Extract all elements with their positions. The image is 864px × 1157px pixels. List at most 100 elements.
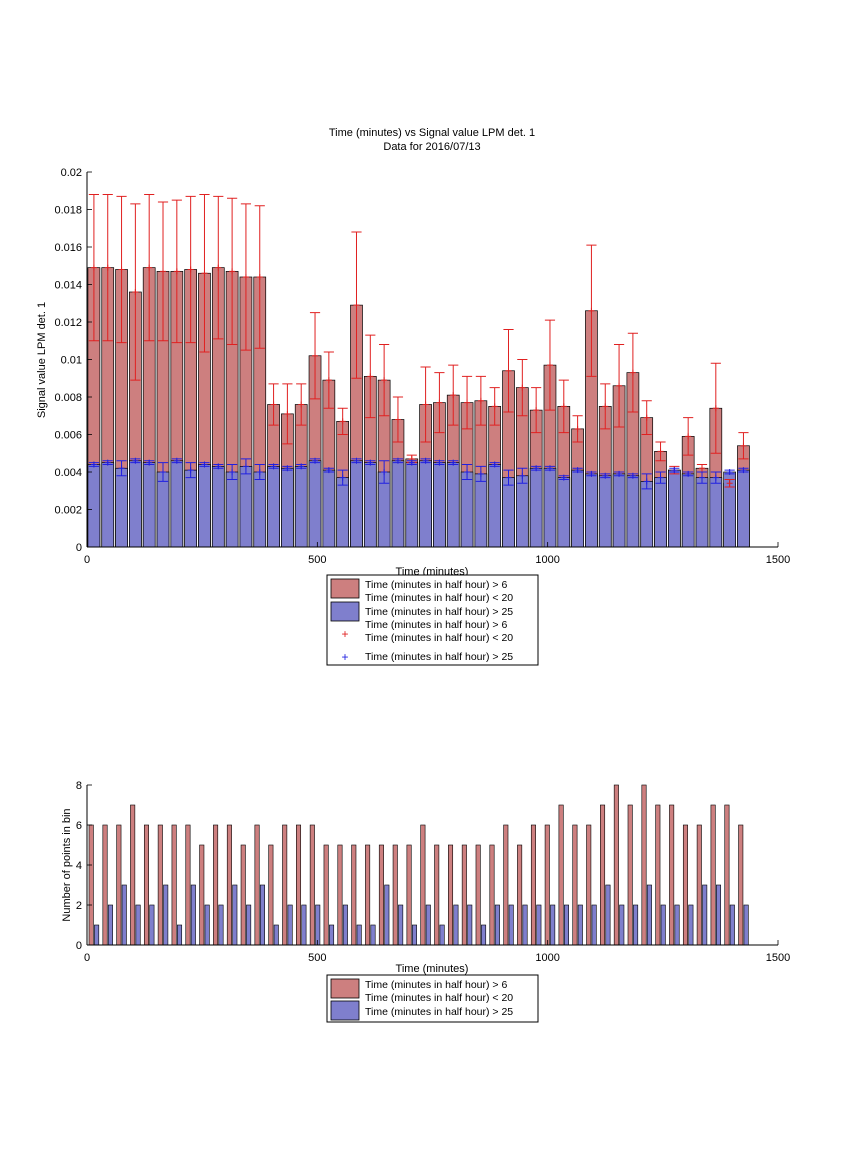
red-count-bar: [296, 824, 302, 946]
blue-bar: [681, 473, 695, 548]
blue-count-bar: [660, 904, 666, 946]
blue-count-bar: [522, 904, 528, 946]
red-errorbar-series: [88, 194, 749, 488]
red-count-bar: [268, 844, 274, 946]
blue-bar: [129, 460, 142, 548]
y-tick-label: 0.012: [54, 317, 82, 329]
red-count-bar: [309, 824, 315, 946]
blue-count-bar: [135, 904, 141, 946]
blue-bar: [225, 471, 239, 548]
blue-count-bar: [633, 904, 639, 946]
y-tick-label: 6: [76, 820, 82, 832]
red-count-bar: [254, 824, 260, 946]
red-count-bar: [475, 844, 481, 946]
blue-count-bar: [177, 924, 183, 946]
legend-label: Time (minutes in half hour) < 20: [365, 632, 513, 644]
red-count-bar: [392, 844, 398, 946]
blue-bar: [336, 477, 350, 548]
red-count-bar: [434, 844, 440, 946]
blue-bar: [322, 469, 336, 548]
y-tick-label: 0.01: [61, 355, 82, 367]
red-count-bar: [641, 784, 647, 946]
legend-marker-blue: +: [341, 650, 348, 664]
red-count-bar: [143, 824, 149, 946]
blue-count-bar: [743, 904, 749, 946]
blue-bar: [142, 462, 156, 548]
legend-marker-red: +: [341, 627, 348, 641]
legend-label: Time (minutes in half hour) > 25: [365, 1006, 513, 1018]
red-count-bar: [503, 824, 509, 946]
blue-count-bar: [481, 924, 487, 946]
blue-bar: [198, 464, 211, 548]
x-tick-label: 0: [84, 952, 90, 964]
blue-count-bar: [605, 884, 611, 946]
y-axis-label: Signal value LPM det. 1: [36, 302, 48, 418]
blue-bar: [654, 477, 667, 548]
blue-count-bar: [121, 884, 127, 946]
red-count-bar: [323, 844, 329, 946]
red-count-bar: [448, 844, 454, 946]
blue-count-bar: [356, 924, 362, 946]
red-count-bar: [282, 824, 288, 946]
blue-bar: [668, 469, 681, 548]
red-count-bar: [669, 804, 675, 946]
blue-count-bars: [94, 884, 749, 946]
blue-bar: [281, 467, 294, 548]
blue-bar: [640, 481, 654, 548]
blue-bar: [612, 473, 626, 548]
blue-bar: [474, 473, 488, 548]
y-tick-labels: 0 2 4 6 8: [76, 780, 92, 952]
legend: Time (minutes in half hour) > 6 Time (mi…: [326, 574, 539, 666]
blue-bar: [184, 469, 197, 548]
blue-count-bar: [453, 904, 459, 946]
y-tick-label: 0: [76, 542, 82, 554]
red-count-bar: [351, 844, 357, 946]
blue-count-bar: [329, 924, 335, 946]
blue-count-bar: [190, 884, 196, 946]
y-tick-label: 0.004: [54, 467, 82, 479]
blue-bar: [405, 462, 419, 548]
blue-count-bar: [370, 924, 376, 946]
red-count-bar: [627, 804, 633, 946]
red-count-bar: [710, 804, 716, 946]
red-count-bar: [696, 824, 702, 946]
legend-swatch-blue: [330, 601, 360, 622]
blue-count-bar: [646, 884, 652, 946]
blue-bar: [557, 477, 571, 548]
y-tick-label: 0: [76, 940, 82, 952]
blue-bar: [170, 460, 184, 548]
blue-count-bar: [246, 904, 252, 946]
y-tick-label: 0.016: [54, 242, 82, 254]
y-tick-label: 0.008: [54, 392, 82, 404]
red-count-bar: [378, 844, 384, 946]
blue-count-bar: [384, 884, 390, 946]
x-tick-label: 1500: [766, 554, 790, 566]
red-count-bar: [226, 824, 232, 946]
y-tick-label: 0.018: [54, 205, 82, 217]
y-tick-label: 0.002: [54, 505, 82, 517]
y-tick-label: 2: [76, 900, 82, 912]
count-chart: 0 2 4 6 8 0 500 1000 1500 Time (minutes) Number…: [61, 780, 790, 1023]
red-count-bar: [240, 844, 246, 946]
x-tick-label: 0: [84, 554, 90, 566]
blue-bar: [239, 466, 253, 548]
blue-bar: [350, 460, 363, 548]
blue-bar: [446, 462, 460, 548]
legend-label: Time (minutes in half hour) > 6: [365, 619, 507, 631]
blue-count-bar: [273, 924, 279, 946]
red-count-bar: [420, 824, 426, 946]
y-tick-label: 0.006: [54, 430, 82, 442]
blue-bar: [253, 471, 267, 548]
blue-count-bar: [107, 904, 113, 946]
blue-bar: [101, 462, 115, 548]
plot-area: [87, 785, 778, 945]
red-count-bar: [682, 824, 688, 946]
blue-count-bar: [149, 904, 155, 946]
red-count-bar: [517, 844, 523, 946]
blue-count-bar: [232, 884, 238, 946]
blue-count-bar: [204, 904, 210, 946]
red-count-bar: [600, 804, 606, 946]
chart-subtitle: Data for 2016/07/13: [383, 141, 480, 153]
y-tick-label: 0.014: [54, 280, 82, 292]
red-count-bar: [558, 804, 564, 946]
